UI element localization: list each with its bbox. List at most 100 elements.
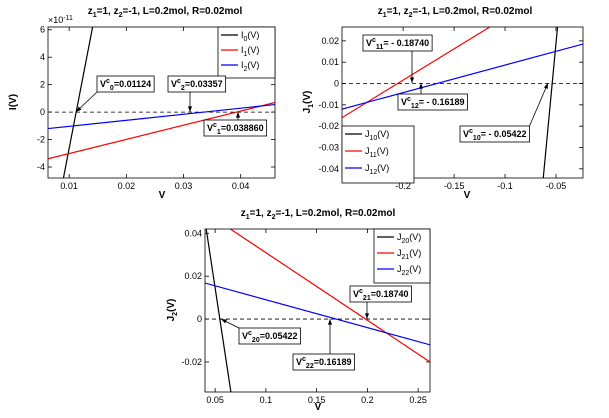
x-tick-label: -0.2 <box>395 181 411 191</box>
x-tick-label: 0.05 <box>206 395 224 405</box>
annotation: Vc21=0.18740 <box>349 285 412 319</box>
x-tick-label: -0.1 <box>497 181 513 191</box>
annotation-text: Vc21=0.18740 <box>353 288 409 302</box>
legend-label: J12(V) <box>365 163 389 176</box>
series-line <box>48 101 275 160</box>
annotation-box <box>238 327 301 345</box>
multiplier-base: ×10 <box>48 15 63 25</box>
series-line <box>205 282 430 346</box>
annotation-value: =0.16189 <box>314 357 352 367</box>
annotation-sup: c <box>177 78 181 85</box>
annotation: Vc0=0.01124 <box>75 75 155 113</box>
annotation-value: =0.03357 <box>185 79 223 89</box>
arrow-head <box>364 313 370 319</box>
subplot: z1=1, z2=-1, L=0.2mol, R=0.02mol -0.2 -0.1… <box>302 6 584 201</box>
y-multiplier: ×10-11 <box>48 15 73 25</box>
legend-label: I2(V) <box>241 60 259 73</box>
annotation-sup: c <box>359 288 363 295</box>
y-tick-label: 2 <box>40 80 45 90</box>
annotation-symbol: V <box>207 123 213 133</box>
annotation-symbol: V <box>463 129 469 139</box>
annotation-symbol: V <box>242 331 248 341</box>
y-tick-label: 6 <box>40 25 45 35</box>
annotation-sub: 11 <box>376 44 384 51</box>
annotation-symbol: V <box>366 38 372 48</box>
chart-title: z1=1, z2=-1, L=0.2mol, R=0.02mol <box>88 6 243 19</box>
series-line <box>230 229 430 363</box>
annotation-sub: 10 <box>473 135 481 142</box>
annotation-value: =0.01124 <box>114 79 151 89</box>
axes-box <box>204 228 431 393</box>
series-line <box>62 27 94 178</box>
annotation-arrow <box>529 82 549 127</box>
annotation-sup: c <box>372 37 376 44</box>
y-tick-label: 4 <box>40 52 45 62</box>
annotation: Vc22=0.16189 <box>292 319 355 371</box>
x-axis-label: V <box>159 190 166 201</box>
annotation-box <box>203 119 268 137</box>
annotation-symbol: V <box>100 79 106 89</box>
arrow-head <box>187 106 193 112</box>
y-tick-label: 0.02 <box>321 36 339 46</box>
arrow-head <box>327 319 333 325</box>
y-axis-label: I(V) <box>8 94 19 110</box>
series-line <box>342 43 583 110</box>
annotation-sub: 0 <box>110 85 114 92</box>
annotation-sup: c <box>469 128 473 135</box>
annotation: Vc1=0.038860 <box>203 112 268 137</box>
x-tick-label: 0.02 <box>118 181 136 191</box>
x-tick-label: 0.03 <box>175 181 193 191</box>
annotation: Vc10= - 0.05422 <box>459 82 549 143</box>
annotation-symbol: V <box>353 289 359 299</box>
annotation-value: = - 0.16189 <box>419 97 465 107</box>
y-axis-label: J1(V) <box>302 91 315 114</box>
annotation: Vc12= - 0.16189 <box>397 83 468 111</box>
annotation: Vc11= - 0.18740 <box>362 34 433 83</box>
y-tick-label: 0 <box>40 107 45 117</box>
annotation-value: =0.038860 <box>221 123 264 133</box>
annotation-symbol: V <box>296 357 302 367</box>
legend-label: J20(V) <box>397 232 421 245</box>
x-tick-label: 0.15 <box>308 395 326 405</box>
subplot: z1=1, z2=-1, L=0.2mol, R=0.02mol 0.05 0.1 0… <box>166 208 431 413</box>
annotation-sub: 2 <box>181 85 185 92</box>
annotation-text: Vc2=0.03357 <box>171 78 223 92</box>
annotation-symbol: V <box>401 97 407 107</box>
y-tick-label: -0.03 <box>318 143 339 153</box>
arrow-head <box>543 83 548 89</box>
multiplier-exponent: -11 <box>63 15 73 22</box>
x-tick-label: 0.25 <box>409 395 427 405</box>
x-tick-label: 0.04 <box>232 181 250 191</box>
y-tick-label: -0.01 <box>318 100 339 110</box>
annotation-sup: c <box>248 330 252 337</box>
annotation-text: Vc22=0.16189 <box>296 356 352 370</box>
x-tick-label: 0.2 <box>361 395 374 405</box>
x-tick-label: -0.05 <box>546 181 567 191</box>
annotation-sub: 20 <box>252 337 260 344</box>
y-tick-label: 0.04 <box>184 228 202 238</box>
series-line <box>205 229 232 392</box>
arrow-head <box>221 319 227 324</box>
legend: J10(V) J11(V) J12(V) <box>341 125 415 184</box>
annotation-sup: c <box>302 356 306 363</box>
annotation-sup: c <box>106 78 110 85</box>
annotation-value: =0.05422 <box>260 331 298 341</box>
legend-label: J10(V) <box>365 129 389 142</box>
legend-label: J22(V) <box>397 264 421 277</box>
axes-box <box>47 26 276 179</box>
y-tick-label: -2 <box>37 135 45 145</box>
arrow-head <box>418 83 424 89</box>
subplot: z1=1, z2=-1, L=0.2mol, R=0.02mol 0.01 0.02… <box>8 6 276 201</box>
annotation-text: Vc1=0.038860 <box>207 122 264 136</box>
annotation-text: Vc10= - 0.05422 <box>463 128 527 142</box>
annotation-box <box>349 285 412 303</box>
legend-label: J21(V) <box>397 248 421 261</box>
legend-label: I1(V) <box>241 45 259 58</box>
annotation-box <box>167 75 227 93</box>
annotation-symbol: V <box>171 79 177 89</box>
x-tick-label: -0.15 <box>444 181 465 191</box>
annotation-box <box>292 353 355 371</box>
series-line <box>48 103 275 130</box>
legend-label: J11(V) <box>365 146 389 159</box>
annotation-sub: 21 <box>363 295 371 302</box>
